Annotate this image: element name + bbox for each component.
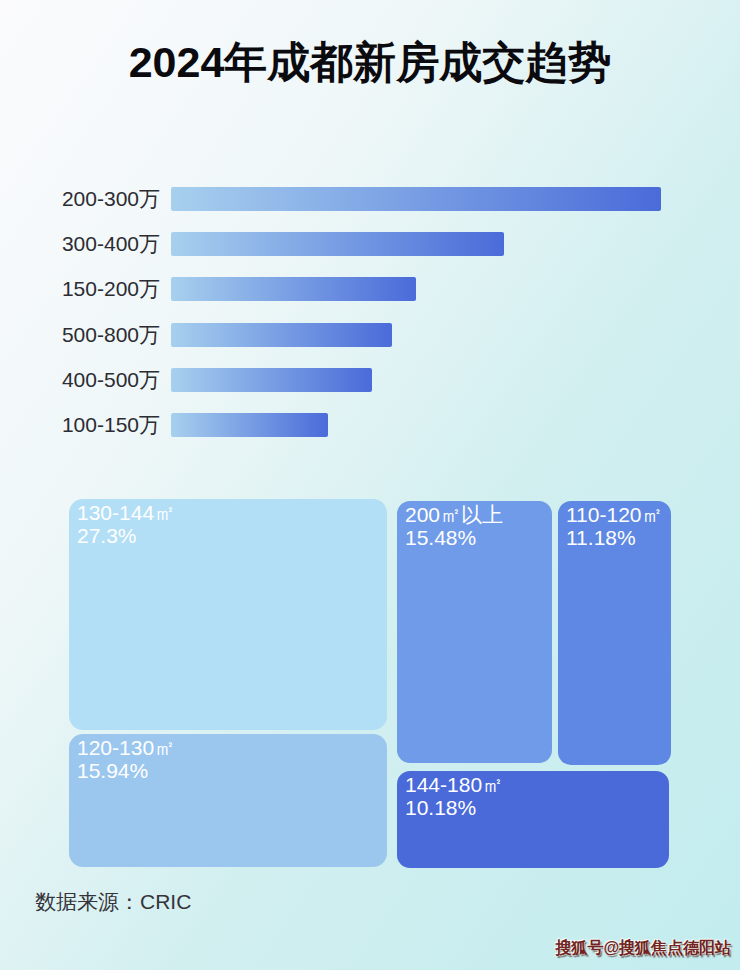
infographic-page: 2024年成都新房成交趋势 200-300万 300-400万 150-200万… bbox=[0, 0, 740, 970]
treemap-block-label: 200㎡以上 bbox=[405, 503, 544, 526]
treemap-block-value: 10.18% bbox=[405, 796, 661, 819]
watermark: 搜狐号@搜狐焦点德阳站 bbox=[555, 938, 731, 959]
area-treemap: 130-144㎡ 27.3% 120-130㎡ 15.94% 200㎡以上 15… bbox=[0, 0, 740, 970]
data-source-note: 数据来源：CRIC bbox=[35, 888, 191, 916]
treemap-block-110-120: 110-120㎡ 11.18% bbox=[558, 501, 671, 765]
treemap-block-label: 144-180㎡ bbox=[405, 773, 661, 796]
treemap-block-value: 15.48% bbox=[405, 526, 544, 549]
treemap-block-120-130: 120-130㎡ 15.94% bbox=[69, 734, 387, 867]
treemap-block-value: 27.3% bbox=[77, 524, 379, 547]
treemap-block-value: 11.18% bbox=[566, 526, 663, 549]
treemap-block-200plus: 200㎡以上 15.48% bbox=[397, 501, 552, 763]
treemap-block-130-144: 130-144㎡ 27.3% bbox=[69, 499, 387, 730]
treemap-block-label: 110-120㎡ bbox=[566, 503, 663, 526]
treemap-block-value: 15.94% bbox=[77, 759, 379, 782]
treemap-block-label: 130-144㎡ bbox=[77, 501, 379, 524]
treemap-block-144-180: 144-180㎡ 10.18% bbox=[397, 771, 669, 868]
treemap-block-label: 120-130㎡ bbox=[77, 736, 379, 759]
